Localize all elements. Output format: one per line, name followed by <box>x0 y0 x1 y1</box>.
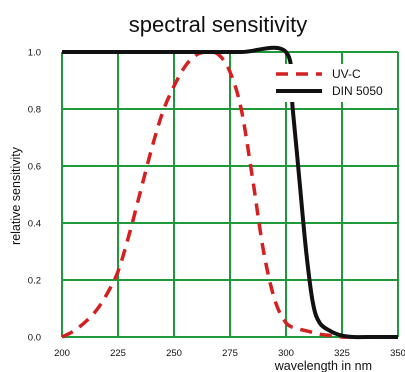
y-axis-ticks: 0.0 0.2 0.4 0.6 0.8 1.0 <box>28 48 41 344</box>
x-tick-label: 275 <box>222 348 238 359</box>
x-tick-label: 350 <box>390 348 405 359</box>
x-axis-label: wavelength in nm <box>274 359 372 372</box>
legend: UV-C DIN 5050 <box>270 64 392 102</box>
y-tick-label: 1.0 <box>28 48 41 59</box>
series-line-din <box>61 45 398 340</box>
y-tick-label: 0.6 <box>28 162 41 173</box>
x-axis-ticks: 200 225 250 275 300 325 350 <box>54 348 405 359</box>
series-line-uvc <box>61 50 354 339</box>
x-tick-label: 225 <box>110 348 126 359</box>
legend-label-din: DIN 5050 <box>332 84 383 98</box>
y-tick-label: 0.4 <box>28 219 41 230</box>
x-tick-label: 250 <box>166 348 182 359</box>
x-tick-label: 200 <box>54 348 70 359</box>
y-tick-label: 0.8 <box>28 105 41 116</box>
y-tick-label: 0.2 <box>28 276 41 287</box>
x-tick-label: 300 <box>278 348 294 359</box>
chart-title: spectral sensitivity <box>129 12 308 37</box>
series-layer <box>61 45 398 340</box>
legend-label-uvc: UV-C <box>332 67 361 81</box>
y-axis-label: relative sensitivity <box>9 146 23 245</box>
x-tick-label: 325 <box>334 348 350 359</box>
legend-background <box>270 64 392 102</box>
y-tick-label: 0.0 <box>28 333 41 344</box>
